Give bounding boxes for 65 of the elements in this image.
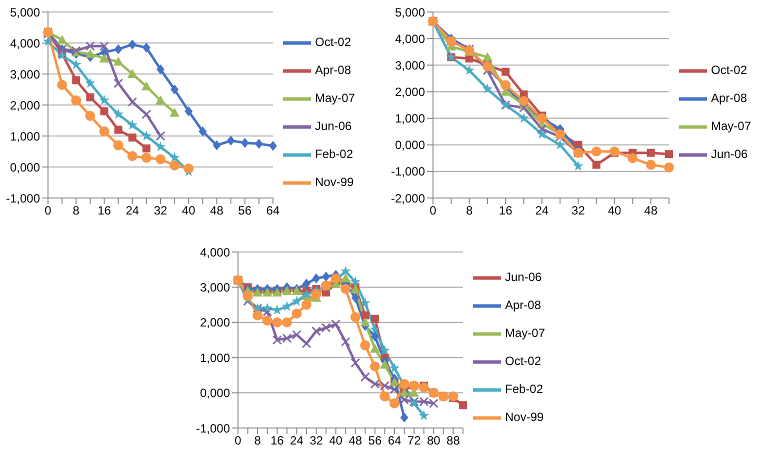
y-tick-label: 4,000	[200, 245, 230, 260]
x-tick-label: 32	[572, 204, 586, 218]
x-tick-label: 64	[388, 434, 402, 448]
legend-label: Nov-99	[504, 410, 544, 424]
x-tick-label: 88	[446, 434, 460, 448]
legend-label: Apr-08	[710, 90, 748, 105]
y-tick-label: 3,000	[10, 67, 40, 82]
legend-label: Jun-06	[504, 270, 542, 284]
y-tick-label: 0,000	[10, 160, 40, 174]
y-tick-label: 5,000	[10, 5, 40, 20]
legend-label: Oct-02	[314, 34, 351, 49]
legend-label: Feb-02	[314, 146, 354, 161]
x-tick-label: 40	[182, 204, 196, 218]
x-tick-label: 16	[498, 204, 513, 218]
x-tick-label: 80	[426, 434, 441, 448]
y-tick-label: 4,000	[394, 32, 426, 46]
x-tick-label: 0	[430, 204, 437, 218]
legend-label: Oct-02	[710, 62, 747, 77]
x-tick-label: 24	[535, 204, 549, 218]
x-tick-label: 48	[348, 434, 362, 448]
x-tick-label: 32	[310, 434, 324, 448]
x-tick-label: 56	[368, 434, 382, 448]
x-tick-label: 8	[466, 204, 473, 218]
y-tick-label: 1,000	[394, 112, 426, 126]
y-tick-label: 0,000	[394, 138, 426, 152]
x-tick-label: 40	[608, 204, 622, 218]
legend-label: Jun-06	[710, 146, 748, 161]
x-tick-label: 24	[290, 434, 304, 448]
x-tick-label: 48	[210, 204, 224, 218]
legend-label: Apr-08	[504, 298, 542, 312]
x-tick-label: 0	[44, 204, 52, 218]
y-tick-label: -2,000	[390, 191, 426, 206]
x-tick-label: 48	[644, 204, 658, 218]
x-tick-label: 56	[238, 204, 252, 218]
legend-label: Jun-06	[314, 118, 352, 133]
y-tick-label: 2,000	[10, 98, 40, 112]
legend-label: May-07	[504, 326, 545, 340]
y-tick-label: 0,000	[200, 386, 230, 400]
y-tick-label: 5,000	[394, 5, 426, 20]
y-tick-label: 1,000	[10, 129, 40, 144]
x-tick-label: 8	[254, 434, 262, 448]
y-tick-label: 2,000	[394, 84, 426, 99]
y-tick-label: 1,000	[200, 350, 230, 365]
legend-label: Apr-08	[314, 62, 352, 77]
x-tick-label: 8	[72, 204, 80, 218]
x-tick-label: 40	[329, 434, 343, 448]
x-tick-label: 16	[270, 434, 284, 448]
y-tick-label: -1,000	[196, 421, 230, 436]
y-tick-label: -1,000	[390, 164, 426, 179]
legend-label: May-07	[710, 118, 751, 133]
x-tick-label: 72	[407, 434, 422, 448]
legend-label: Oct-02	[504, 354, 541, 368]
y-tick-label: 3,000	[200, 280, 230, 294]
x-tick-label: 24	[126, 204, 140, 218]
x-tick-label: 0	[234, 434, 242, 448]
x-tick-label: 16	[98, 204, 112, 218]
x-tick-label: 32	[154, 204, 168, 218]
x-tick-label: 64	[266, 204, 280, 218]
y-tick-label: -1,000	[6, 191, 40, 206]
legend-label: Feb-02	[504, 382, 544, 396]
y-tick-label: 4,000	[10, 36, 40, 50]
legend-label: May-07	[314, 90, 355, 105]
y-tick-label: 2,000	[200, 316, 230, 330]
y-tick-label: 3,000	[394, 58, 426, 72]
legend-label: Nov-99	[314, 174, 354, 189]
